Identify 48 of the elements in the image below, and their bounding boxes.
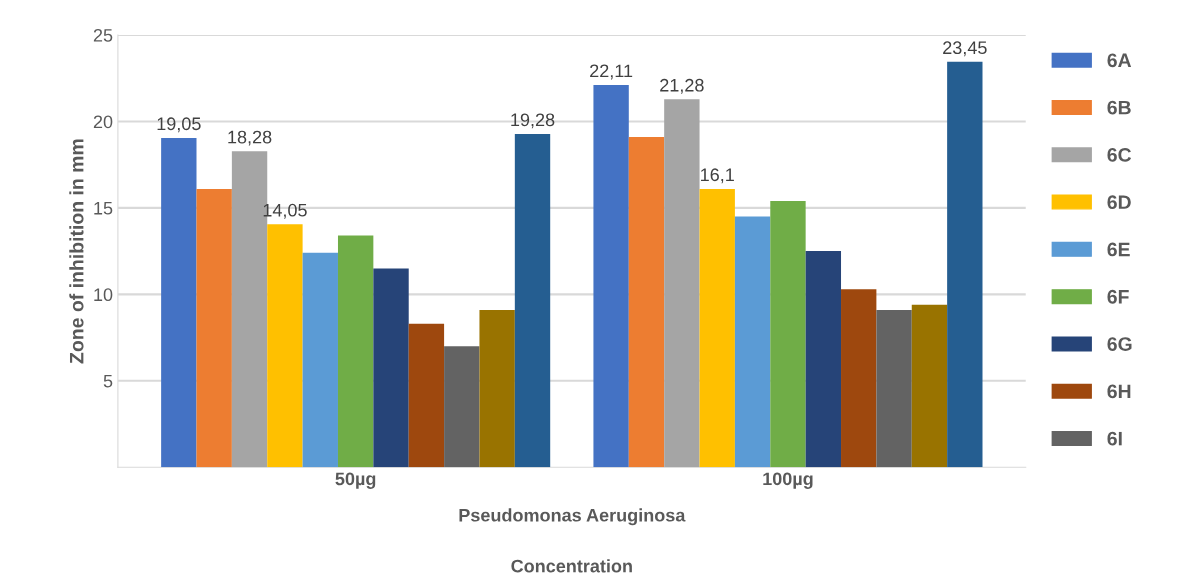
x-axis-title: Pseudomonas Aeruginosa	[459, 508, 686, 526]
legend-label: 6E	[1107, 242, 1130, 257]
bar	[911, 304, 948, 468]
bar	[947, 61, 983, 468]
text: Concentration	[511, 559, 632, 573]
data-label: 23,45	[943, 41, 987, 57]
data-label: 18,28	[228, 130, 272, 146]
data-label: 19,05	[157, 117, 201, 133]
bar	[628, 137, 665, 468]
bar	[770, 200, 806, 468]
legend-label: 6D	[1107, 195, 1131, 210]
data-label: 16,1	[701, 168, 734, 184]
data-label: 22,11	[590, 64, 633, 80]
bar	[664, 99, 700, 468]
bar	[805, 251, 842, 468]
bar	[699, 188, 735, 468]
bar	[267, 224, 303, 468]
bar	[196, 188, 232, 468]
bar	[302, 252, 338, 468]
bar	[593, 85, 629, 468]
bar	[479, 309, 515, 468]
bar	[408, 323, 445, 468]
bar	[876, 309, 912, 468]
bar	[337, 235, 374, 468]
legend-label: 6G	[1107, 337, 1132, 351]
legend-label: 6C	[1107, 147, 1132, 162]
y-tick-label: 15	[94, 202, 113, 215]
legend-label: 6I	[1107, 431, 1122, 446]
x-tick-label: 50µg	[335, 472, 376, 489]
legend-label: 6H	[1107, 384, 1131, 399]
bar	[841, 289, 877, 468]
legend-label: 6F	[1107, 289, 1129, 304]
bar	[734, 216, 771, 468]
data-label: 21,28	[660, 78, 704, 94]
bar	[161, 137, 197, 468]
legend-label: 6A	[1107, 53, 1132, 68]
bar	[514, 133, 551, 468]
y-axis-title: Zone of inhibition in mm	[69, 139, 84, 364]
y-tick-label: 5	[103, 374, 113, 388]
y-tick-label: 25	[93, 28, 113, 42]
y-tick-label: 10	[94, 288, 113, 302]
y-tick-label: 20	[93, 115, 113, 129]
data-label: 19,28	[511, 113, 555, 129]
legend-label: 6B	[1107, 100, 1131, 115]
data-label: 14,05	[263, 203, 307, 219]
bar	[373, 268, 409, 468]
bar	[444, 346, 480, 468]
x-tick-label: 100µg	[763, 472, 813, 489]
